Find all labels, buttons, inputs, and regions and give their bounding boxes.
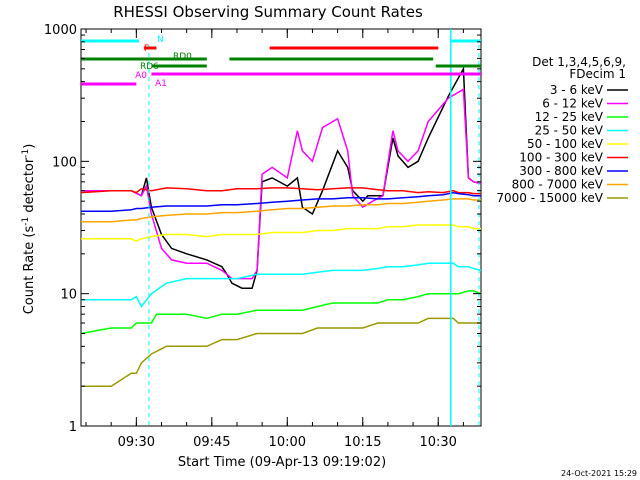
chart-title: RHESSI Observing Summary Count Rates <box>113 3 423 21</box>
x-tick-label: 10:00 <box>269 435 306 450</box>
legend-header-line-1: Det 1,3,4,5,6,9, <box>532 55 626 69</box>
x-axis-label: Start Time (09-Apr-13 09:19:02) <box>178 455 386 470</box>
x-tick-label: 10:30 <box>419 435 456 450</box>
legend-label-6: 300 - 800 keV <box>519 164 603 178</box>
y-tick-label: 1000 <box>44 23 77 38</box>
series-line-2 <box>80 290 482 335</box>
series-line-3 <box>81 262 482 308</box>
x-axis: 09:30 09:45 10:00 10:15 10:30 <box>85 29 464 450</box>
annotation-rd0: RD0 <box>173 52 192 62</box>
y-axis: 1 10 100 1000 <box>44 23 481 435</box>
series-line-1 <box>81 88 482 280</box>
y-axis-label-part-2: detector <box>22 157 37 217</box>
y-tick-label: 100 <box>52 155 77 170</box>
annotation-a1: A1 <box>155 79 167 89</box>
annotation-rd6: RD6 <box>140 62 159 72</box>
y-axis-label: Count Rate (s-1 detector-1) <box>21 144 37 315</box>
y-axis-label-part-3: ) <box>22 144 37 149</box>
legend-label-1: 6 - 12 keV <box>542 97 604 111</box>
footer-timestamp: 24-Oct-2021 15:29 <box>561 469 637 478</box>
y-axis-label-part-1: Count Rate (s <box>22 226 37 315</box>
legend-label-0: 3 - 6 keV <box>550 83 604 97</box>
y-tick-label: 1 <box>69 420 77 435</box>
series-line-5 <box>80 187 481 195</box>
legend-label-8: 7000 - 15000 keV <box>496 191 603 205</box>
legend-header-line-2: FDecim 1 <box>569 67 626 81</box>
x-tick-label: 09:45 <box>193 435 230 450</box>
plot-frame <box>80 28 482 427</box>
x-tick-label: 10:15 <box>344 435 381 450</box>
legend-label-2: 12 - 25 keV <box>535 110 604 124</box>
series-line-6 <box>81 191 481 212</box>
annotation-n: N <box>157 35 164 45</box>
series-line-0 <box>81 66 482 289</box>
series-line-8 <box>81 317 481 387</box>
legend-label-7: 800 - 7000 keV <box>512 178 604 192</box>
series-layer <box>80 66 482 387</box>
annotation-a0: A0 <box>135 71 147 81</box>
series-line-4 <box>81 224 481 242</box>
annotation-f: F <box>144 44 149 54</box>
series-line-7 <box>81 198 481 223</box>
y-axis-label-sup-2: -1 <box>21 149 31 158</box>
legend-label-3: 25 - 50 keV <box>535 124 604 138</box>
legend-label-5: 100 - 300 keV <box>519 151 603 165</box>
legend-label-4: 50 - 100 keV <box>527 137 604 151</box>
y-axis-label-sup-1: -1 <box>21 217 31 226</box>
x-tick-label: 09:30 <box>118 435 155 450</box>
y-tick-label: 10 <box>60 288 77 303</box>
